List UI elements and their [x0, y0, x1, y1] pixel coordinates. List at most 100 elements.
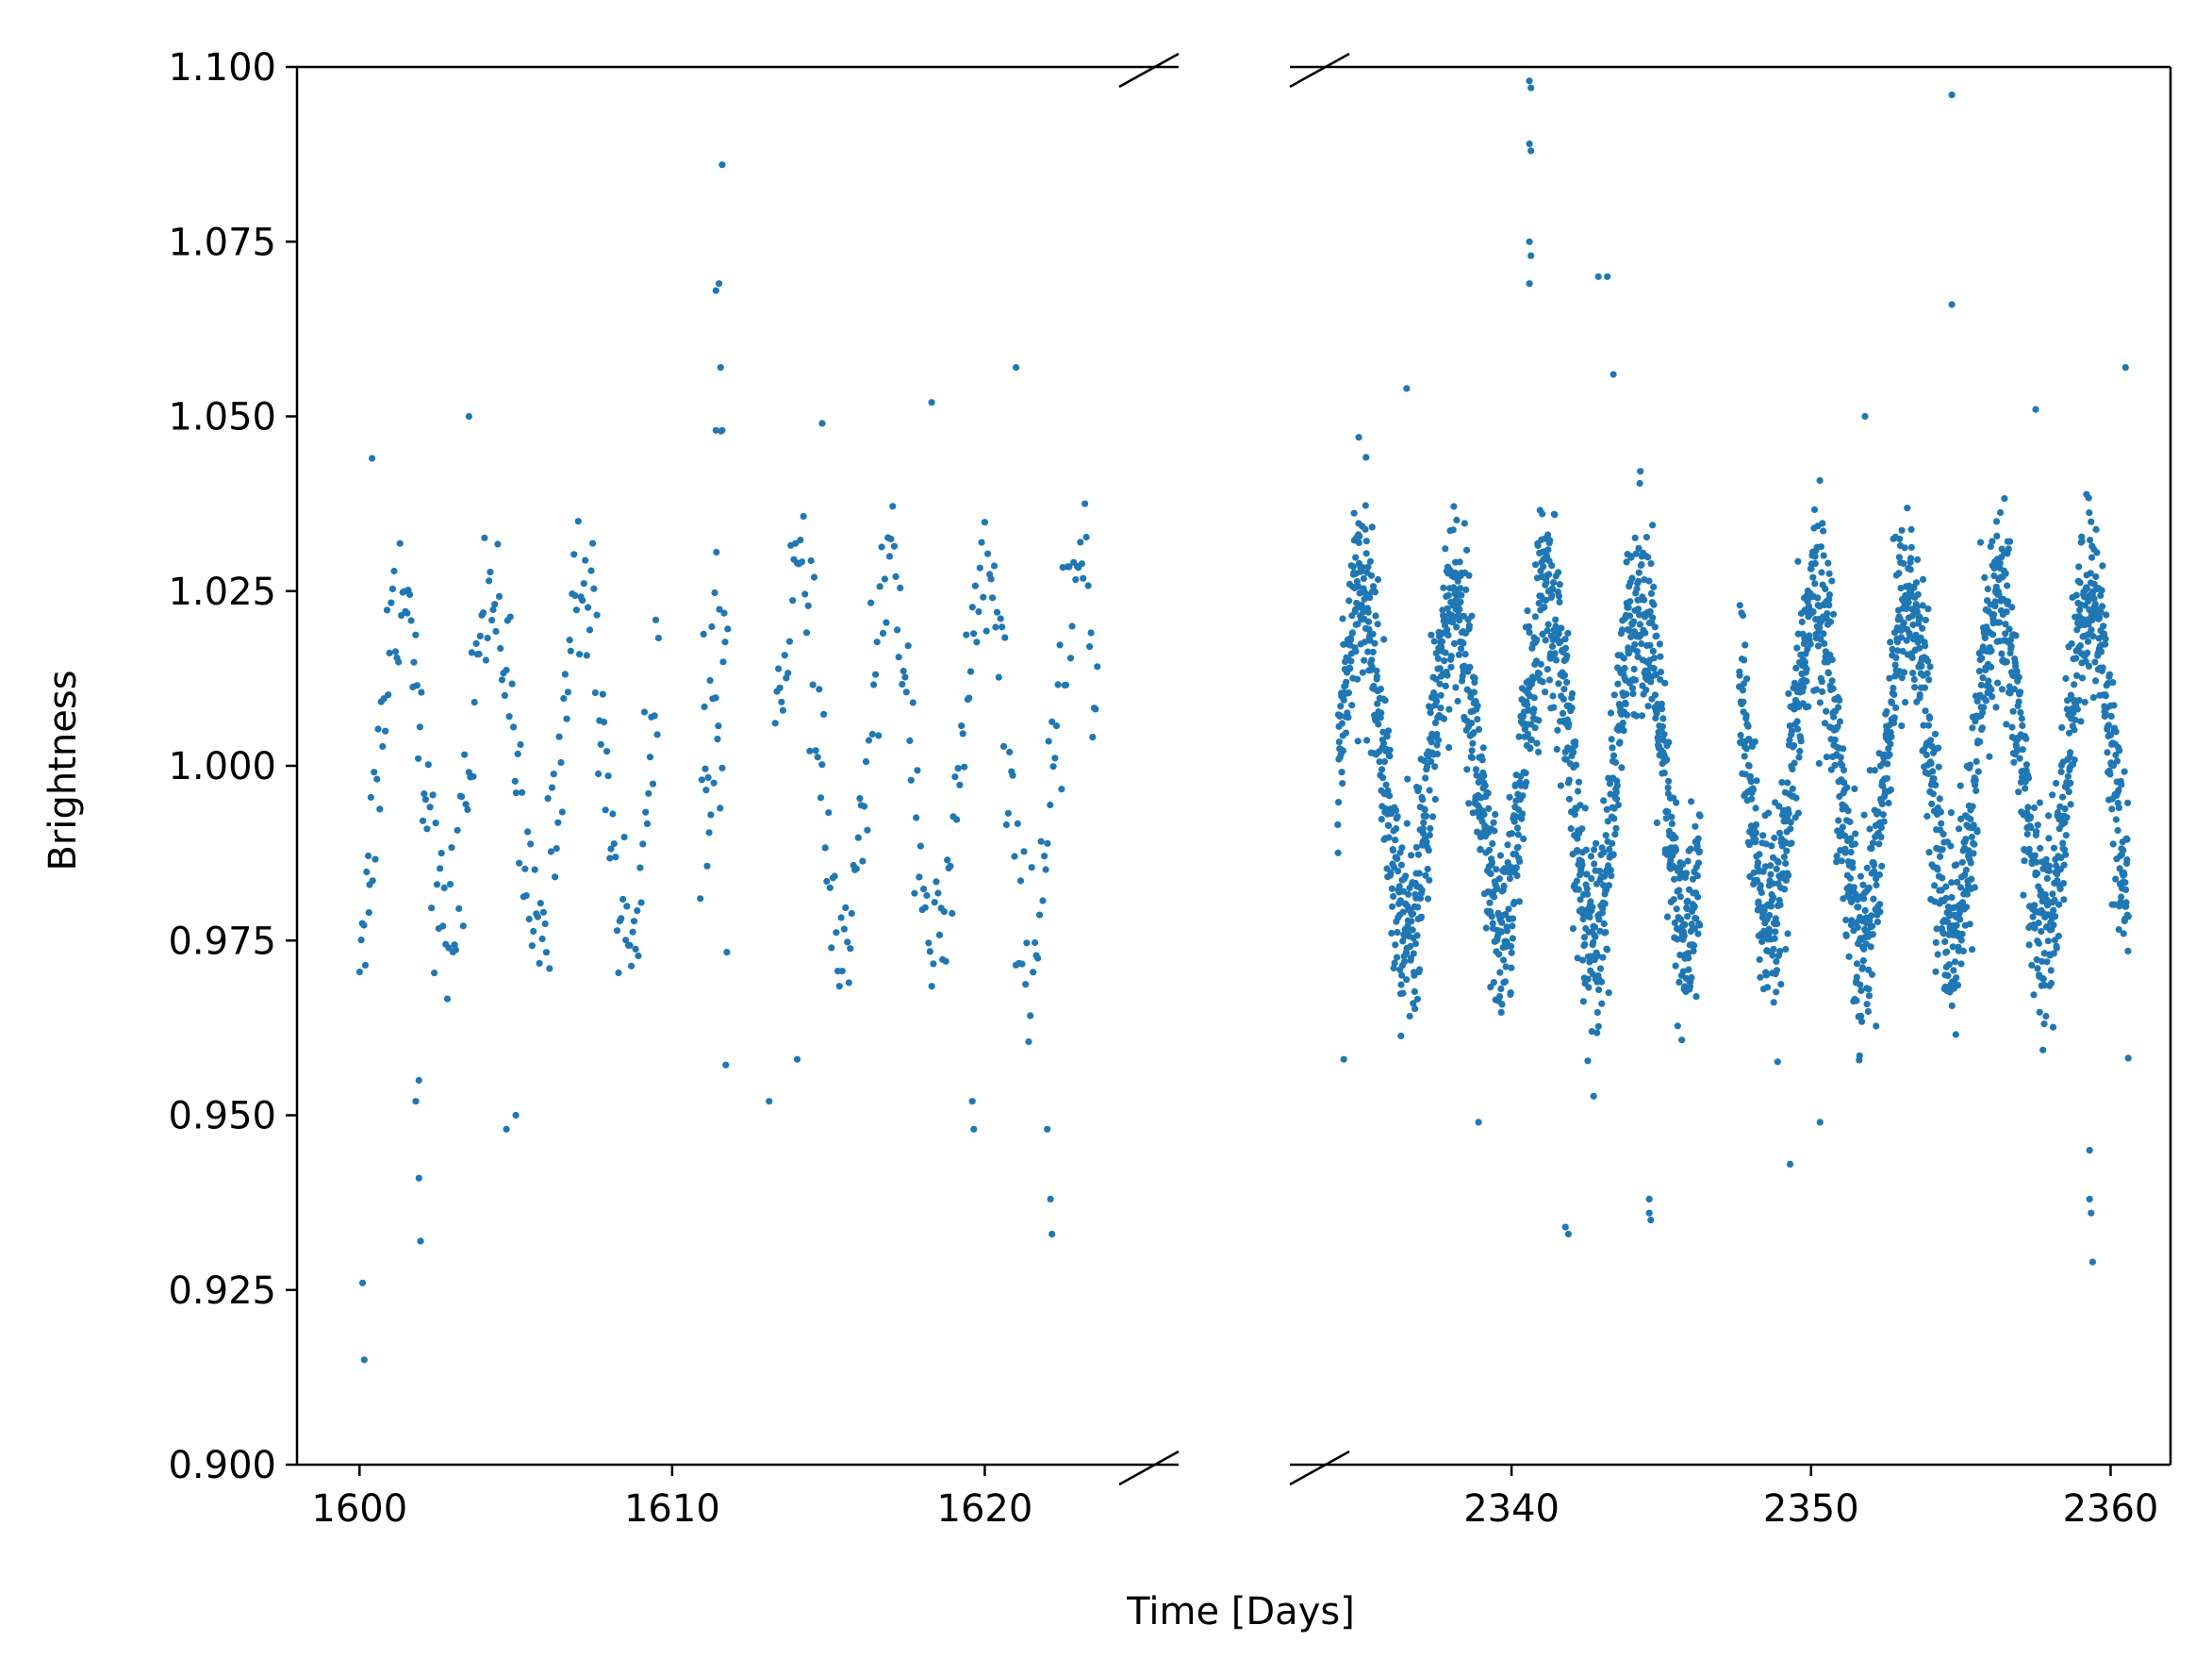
- data-point: [1897, 585, 1905, 592]
- data-point: [990, 562, 999, 570]
- data-point: [1962, 866, 1970, 874]
- data-point: [2025, 941, 2033, 949]
- data-point: [2013, 747, 2021, 755]
- data-point: [778, 698, 785, 705]
- data-point: [2076, 642, 2084, 650]
- data-point: [355, 969, 363, 976]
- data-point: [1534, 541, 1542, 550]
- data-point: [1676, 978, 1683, 986]
- data-point: [2064, 697, 2072, 705]
- data-point: [1922, 642, 1929, 650]
- data-point: [1568, 689, 1576, 698]
- data-point: [1876, 901, 1884, 908]
- data-point: [1447, 663, 1455, 671]
- data-point: [2027, 824, 2035, 832]
- data-point: [2033, 858, 2040, 866]
- data-point: [2049, 791, 2056, 799]
- data-point: [1487, 984, 1494, 991]
- data-point: [1947, 809, 1955, 817]
- data-point: [1919, 575, 1927, 584]
- data-point: [1969, 724, 1976, 732]
- data-point: [1823, 707, 1830, 715]
- data-point: [472, 639, 480, 648]
- data-point: [1498, 919, 1506, 926]
- data-point: [1769, 880, 1776, 887]
- data-point: [1756, 955, 1763, 964]
- data-point: [802, 629, 811, 637]
- data-point: [1898, 674, 1906, 682]
- data-point: [1890, 714, 1898, 721]
- data-point: [1816, 624, 1824, 632]
- data-point: [2010, 758, 2018, 766]
- data-point: [1791, 759, 1798, 767]
- data-point: [1462, 546, 1471, 554]
- data-point: [1691, 903, 1698, 910]
- data-point: [1386, 792, 1394, 800]
- data-point: [514, 750, 521, 758]
- data-point: [1773, 967, 1781, 974]
- data-point: [961, 763, 968, 771]
- data-point: [1603, 805, 1610, 813]
- y-tick-label: 0.950: [168, 1095, 276, 1138]
- data-point: [1773, 988, 1780, 996]
- data-point: [431, 970, 438, 977]
- data-point: [1578, 861, 1586, 869]
- x-tick-label: 1610: [624, 1487, 720, 1531]
- data-point: [1399, 937, 1407, 945]
- data-point: [1094, 663, 1101, 671]
- data-point: [1992, 704, 2000, 711]
- data-point: [433, 881, 441, 888]
- data-point: [2045, 862, 2054, 870]
- data-point: [482, 656, 489, 664]
- data-point: [2088, 626, 2095, 634]
- data-point: [1865, 986, 1873, 993]
- data-point: [1670, 896, 1677, 904]
- data-point: [1594, 273, 1602, 280]
- data-point: [619, 895, 627, 904]
- data-point: [1573, 877, 1580, 885]
- data-point: [719, 658, 727, 666]
- data-point: [1673, 905, 1680, 913]
- data-point: [2003, 658, 2010, 666]
- data-point: [2008, 604, 2016, 611]
- data-point: [1857, 987, 1865, 995]
- data-point: [1601, 900, 1609, 907]
- data-point: [1497, 1008, 1505, 1016]
- data-point: [1909, 670, 1917, 677]
- data-point: [775, 665, 783, 672]
- data-point: [2038, 928, 2045, 936]
- data-point: [1859, 957, 1867, 965]
- data-point: [639, 840, 647, 848]
- data-point: [1672, 846, 1679, 854]
- data-point: [1515, 733, 1523, 740]
- data-point: [1052, 722, 1061, 730]
- data-point: [506, 613, 514, 621]
- data-point: [1604, 273, 1611, 280]
- data-point: [1561, 644, 1570, 652]
- data-point: [831, 872, 838, 880]
- data-point: [1861, 412, 1869, 421]
- data-point: [1934, 951, 1941, 958]
- data-point: [901, 673, 909, 681]
- data-point: [1461, 651, 1469, 658]
- data-point: [1863, 864, 1871, 871]
- data-point: [1665, 738, 1673, 746]
- data-point: [1740, 698, 1747, 705]
- data-point: [1431, 719, 1440, 727]
- data-point: [1762, 840, 1770, 848]
- data-point: [636, 864, 644, 871]
- data-point: [1908, 654, 1916, 662]
- data-point: [1397, 1032, 1405, 1039]
- data-point: [1771, 935, 1778, 942]
- data-point: [626, 941, 634, 950]
- data-point: [1456, 558, 1463, 566]
- data-point: [1542, 637, 1549, 644]
- data-point: [1749, 786, 1757, 794]
- data-point: [1408, 918, 1415, 925]
- data-point: [587, 567, 595, 574]
- data-point: [1629, 690, 1637, 698]
- data-point: [1450, 503, 1458, 510]
- data-point: [1580, 934, 1589, 941]
- data-point: [1593, 952, 1602, 960]
- data-point: [704, 773, 712, 782]
